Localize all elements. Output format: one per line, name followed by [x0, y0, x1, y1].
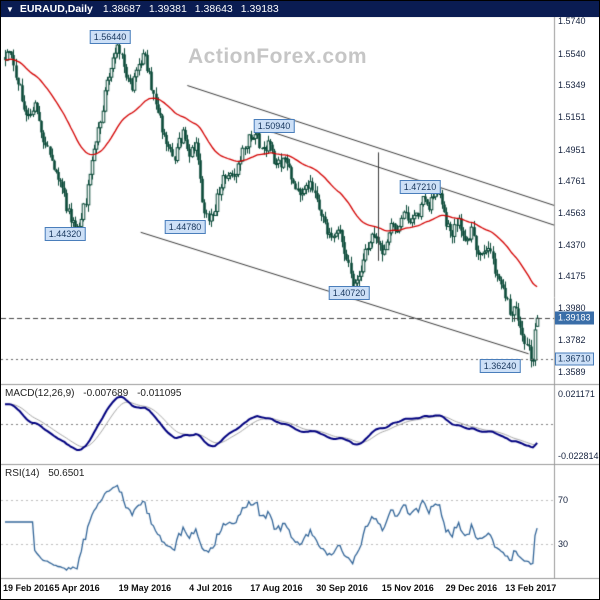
current-price-tag: 1.39183 [555, 311, 594, 325]
price-level-tag[interactable]: 1.36240 [479, 359, 521, 374]
price-level-tag[interactable]: 1.40720 [328, 286, 370, 301]
price-level-tag[interactable]: 1.50940 [253, 119, 295, 134]
time-axis-tick: 4 Jul 2016 [189, 583, 233, 593]
ohlc-low-value: 1.38643 [194, 3, 233, 15]
price-level-tag[interactable]: 1.56440 [89, 29, 131, 44]
macd-main-value: -0.007689 [83, 388, 129, 399]
time-axis-tick: 15 Nov 2016 [381, 583, 434, 593]
rsi-axis-level: 30 [558, 539, 569, 550]
macd-signal-value: -0.011095 [137, 388, 182, 399]
macd-axis-max: 0.021171 [558, 389, 595, 400]
time-axis-tick: 19 Feb 2016 [3, 583, 55, 593]
ohlc-high-value: 1.39381 [148, 3, 187, 15]
ohlc-close-value: 1.39183 [240, 3, 279, 15]
price-axis-tick: 1.3980 [558, 303, 586, 314]
time-axis-tick: 19 May 2016 [118, 583, 172, 593]
price-axis-tick: 1.3782 [558, 335, 586, 346]
time-axis-tick: 17 Aug 2016 [250, 583, 303, 593]
time-axis-tick: 13 Feb 2017 [505, 583, 557, 593]
price-axis-tick: 1.4370 [558, 239, 586, 250]
macd-axis-min: -0.022814 [558, 451, 599, 461]
price-axis-tick: 1.5740 [558, 16, 586, 27]
macd-name: MACD(12,26,9) [5, 388, 75, 399]
price-level-tag[interactable]: 1.44320 [44, 227, 86, 242]
price-axis-tick: 1.3589 [558, 366, 586, 377]
time-axis-tick: 30 Sep 2016 [316, 583, 368, 593]
price-axis-tick: 1.4175 [558, 271, 586, 282]
rsi-value: 50.6501 [48, 468, 85, 479]
time-axis-tick: 29 Dec 2016 [445, 583, 498, 593]
chart-title-bar: ▼ EURAUD,Daily 1.38687 1.39381 1.38643 1… [1, 1, 599, 17]
rsi-name: RSI(14) [5, 468, 40, 479]
rsi-indicator-label: RSI(14) 50.6501 [5, 468, 90, 479]
price-axis-tick: 1.4761 [558, 175, 586, 186]
price-axis-tick: 1.5151 [558, 112, 586, 123]
ohlc-open-value: 1.38687 [102, 3, 141, 15]
support-price-tag[interactable]: 1.36710 [555, 352, 594, 366]
price-axis-tick: 1.4563 [558, 208, 586, 219]
symbol-timeframe-label: EURAUD,Daily [19, 3, 93, 15]
price-axis-tick: 1.4951 [558, 144, 586, 155]
price-level-tag[interactable]: 1.44780 [164, 219, 206, 234]
price-axis-tick: 1.5349 [558, 79, 586, 90]
time-axis-tick: 5 Apr 2016 [54, 583, 100, 593]
macd-indicator-label: MACD(12,26,9) -0.007689 -0.011095 [5, 388, 187, 399]
price-level-tag[interactable]: 1.47210 [399, 180, 441, 195]
collapse-arrow-icon[interactable]: ▼ [6, 4, 14, 14]
rsi-axis-level: 70 [558, 494, 569, 505]
price-axis-tick: 1.5540 [558, 48, 586, 59]
